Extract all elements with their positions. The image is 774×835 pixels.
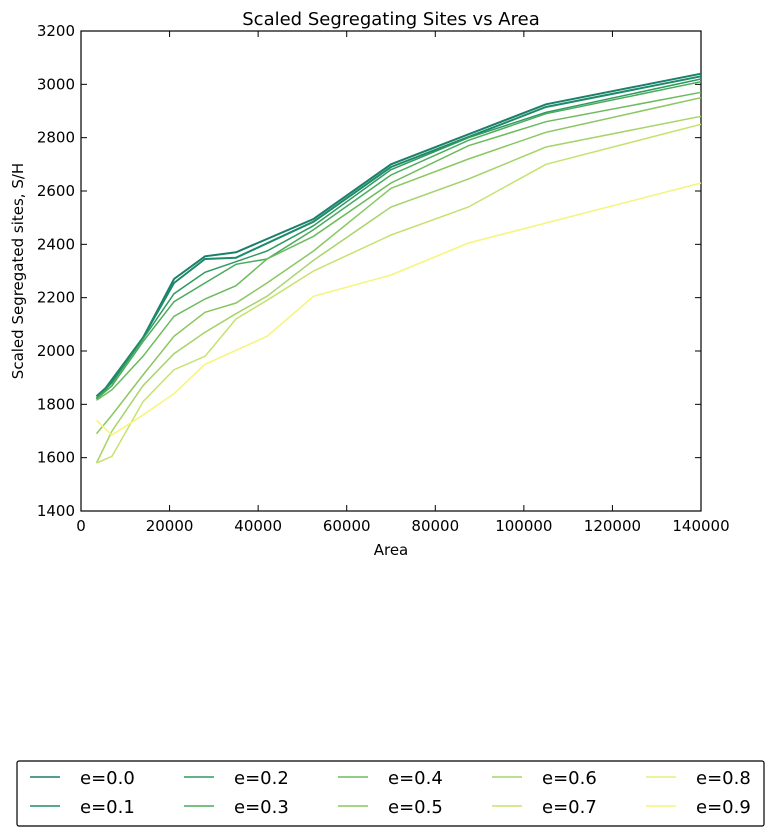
legend-label: e=0.7 [542, 797, 597, 818]
x-tick-label: 120000 [584, 517, 641, 535]
series-line-e=0.5 [95, 96, 702, 435]
y-tick-label: 1400 [37, 502, 75, 520]
legend-label: e=0.8 [696, 768, 751, 789]
legend-label: e=0.1 [80, 797, 135, 818]
x-tick-label: 100000 [495, 517, 552, 535]
series-line-e=0.0 [95, 72, 702, 398]
legend-label: e=0.4 [388, 768, 443, 789]
y-tick-label: 1600 [37, 449, 75, 467]
y-tick-label: 1800 [37, 395, 75, 413]
series-line-e=0.6 [95, 115, 702, 464]
plot-area [80, 30, 702, 512]
legend-label: e=0.2 [234, 768, 289, 789]
x-tick-label: 80000 [411, 517, 459, 535]
axis-ticks: 0 20000 40000 60000 80000 100000 120000 140000 1… [37, 22, 730, 535]
x-axis-label: Area [374, 541, 409, 559]
x-tick-label: 140000 [672, 517, 729, 535]
y-tick-label: 2000 [37, 342, 75, 360]
x-tick-label: 60000 [323, 517, 371, 535]
legend-label: e=0.3 [234, 797, 289, 818]
legend-items: e=0.0 e=0.1 e=0.2 e=0.3 e=0.4 e=0.5 e=0.6 e=0.7… [30, 768, 751, 818]
y-tick-label: 2200 [37, 289, 75, 307]
y-tick-label: 2800 [37, 129, 75, 147]
y-axis-label: Scaled Segregated sites, S/H [9, 163, 27, 379]
series-line-e=0.3 [96, 80, 702, 400]
y-tick-label: 3200 [37, 22, 75, 40]
x-tick-label: 40000 [234, 517, 282, 535]
legend-label: e=0.6 [542, 768, 597, 789]
y-tick-label: 2400 [37, 235, 75, 253]
x-tick-label: 20000 [146, 517, 194, 535]
series-line-e=0.7 [96, 123, 702, 464]
x-tick-label: 0 [76, 517, 86, 535]
y-tick-label: 2600 [37, 182, 75, 200]
legend: e=0.0 e=0.1 e=0.2 e=0.3 e=0.4 e=0.5 e=0.6 e=0.7… [16, 760, 765, 827]
series-line-e=0.4 [96, 91, 702, 401]
legend-label: e=0.0 [80, 768, 135, 789]
series-line-e=0.9 [95, 182, 702, 436]
legend-label: e=0.9 [696, 797, 751, 818]
chart-title: Scaled Segregating Sites vs Area [242, 9, 539, 30]
series-lines [95, 72, 702, 464]
series-line-e=0.2 [95, 78, 702, 399]
legend-label: e=0.5 [388, 797, 443, 818]
y-tick-label: 3000 [37, 75, 75, 93]
series-line-e=0.1 [95, 75, 702, 400]
